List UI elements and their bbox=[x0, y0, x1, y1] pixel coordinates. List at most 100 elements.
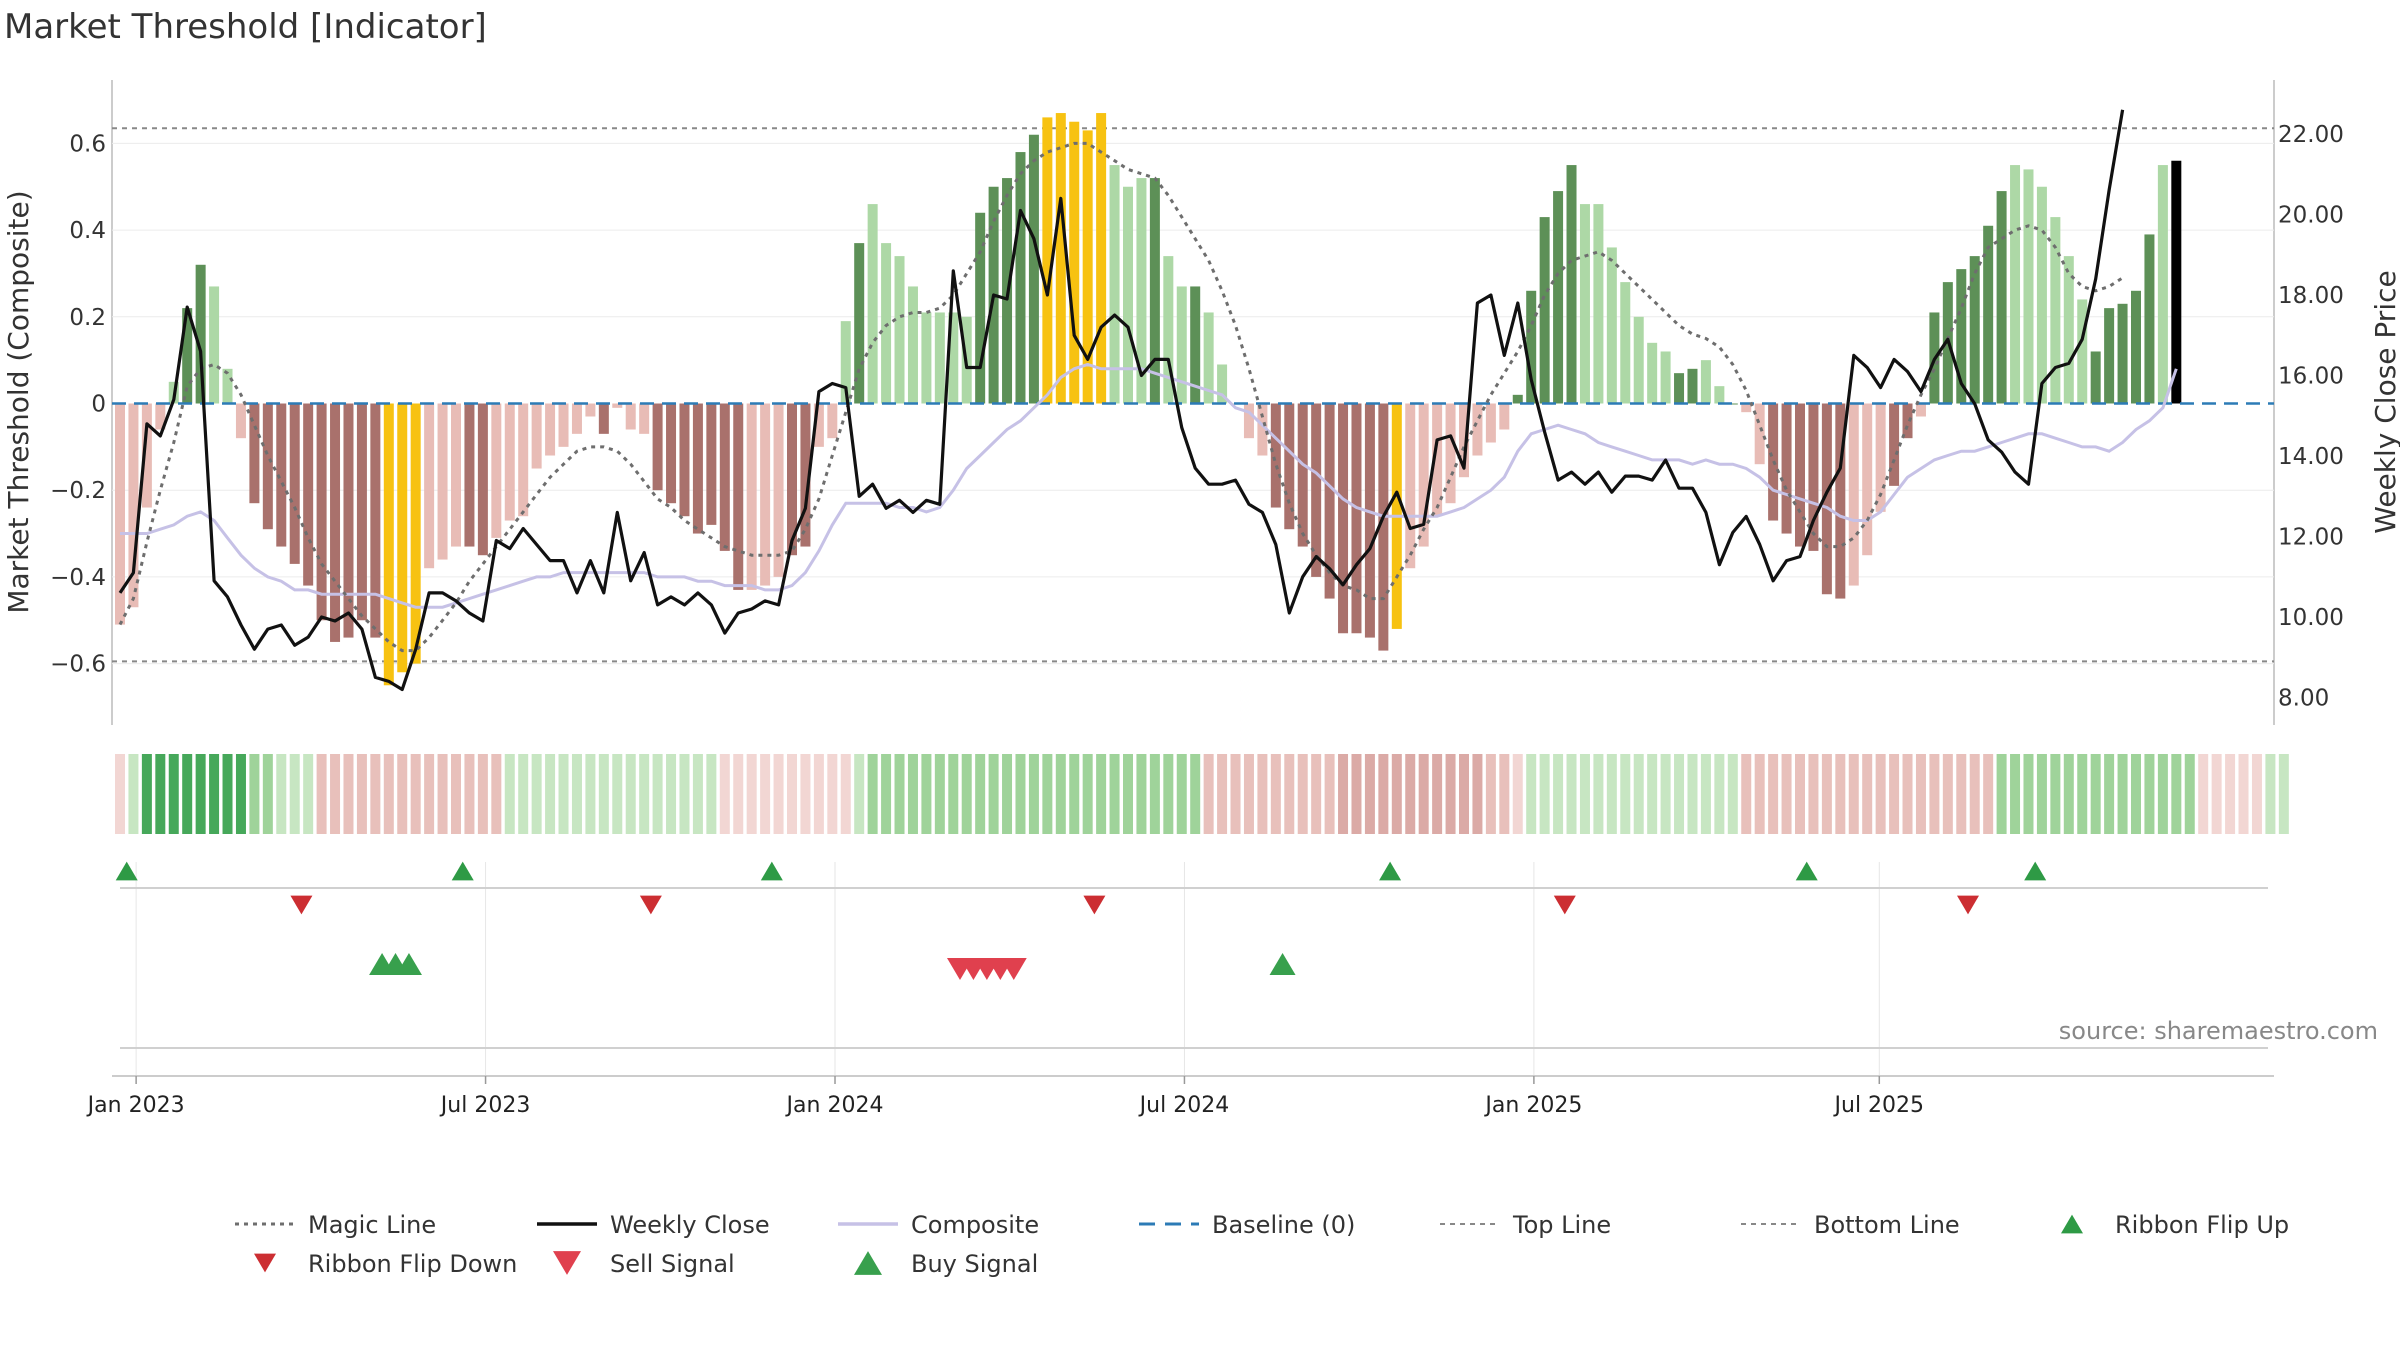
composite-bar bbox=[303, 403, 314, 586]
composite-bar bbox=[222, 368, 233, 404]
ribbon-segment bbox=[1754, 754, 1765, 834]
ribbon-flip-down-marker bbox=[1957, 895, 1979, 915]
composite-bar bbox=[1270, 403, 1281, 508]
composite-bar bbox=[1311, 403, 1322, 577]
ribbon-segment bbox=[343, 754, 354, 834]
composite-bar bbox=[746, 403, 757, 590]
ribbon-segment bbox=[1459, 754, 1469, 834]
ribbon-segment bbox=[2198, 754, 2209, 834]
magic-line bbox=[118, 141, 2124, 653]
ribbon-segment bbox=[625, 754, 636, 834]
legend-label: Weekly Close bbox=[610, 1211, 770, 1239]
composite-bar bbox=[2090, 351, 2101, 404]
left-tick-label: −0.6 bbox=[50, 652, 106, 678]
ribbon-flip-up-marker bbox=[1795, 861, 1818, 881]
ribbon-segment bbox=[1808, 754, 1819, 834]
ribbon-segment bbox=[2251, 754, 2262, 834]
ribbon-segment bbox=[1633, 754, 1644, 834]
ribbon-segment bbox=[249, 754, 260, 834]
ribbon-segment bbox=[1674, 754, 1685, 834]
ribbon-segment bbox=[1942, 754, 1953, 834]
ribbon-segment bbox=[1257, 754, 1268, 834]
ribbon-flip-down-marker bbox=[1553, 895, 1576, 915]
ribbon-flip-up-marker bbox=[760, 861, 783, 881]
ribbon-segment bbox=[2036, 754, 2047, 834]
ribbon-flip-up-marker bbox=[115, 861, 138, 881]
ribbon-segment bbox=[2023, 754, 2034, 834]
ribbon-flip-up-marker bbox=[451, 861, 474, 881]
ribbon-segment bbox=[934, 754, 945, 834]
composite-bar bbox=[800, 403, 811, 547]
ribbon-segment bbox=[1096, 754, 1107, 834]
composite-bar bbox=[1082, 130, 1093, 404]
composite-bar bbox=[2050, 217, 2061, 404]
sell-signal-marker bbox=[1000, 957, 1027, 981]
ribbon-segment bbox=[1969, 754, 1980, 834]
ribbon-segment bbox=[2010, 754, 2021, 834]
ribbon-segment bbox=[1512, 754, 1523, 834]
ribbon-segment bbox=[2077, 754, 2088, 834]
ribbon-segment bbox=[1835, 754, 1846, 834]
composite-bar bbox=[504, 403, 515, 521]
ribbon-segment bbox=[209, 754, 220, 834]
composite-bar bbox=[182, 308, 193, 404]
composite-bar bbox=[2131, 290, 2141, 404]
composite-bars bbox=[115, 113, 2182, 686]
ribbon-segment bbox=[1351, 754, 1362, 834]
ribbon-segment bbox=[2184, 754, 2195, 834]
composite-bar bbox=[262, 403, 273, 530]
ribbon-segment bbox=[397, 754, 408, 834]
composite-bar bbox=[881, 243, 892, 404]
ribbon-segment bbox=[1848, 754, 1859, 834]
ribbon-segment bbox=[961, 754, 972, 834]
ribbon-segment bbox=[1566, 754, 1577, 834]
composite-bar bbox=[1190, 286, 1201, 404]
composite-bar bbox=[558, 403, 569, 447]
x-tick-label: Jan 2023 bbox=[86, 1093, 185, 1118]
right-tick-label: 20.00 bbox=[2278, 203, 2344, 229]
ribbon-segment bbox=[692, 754, 703, 834]
composite-bar bbox=[1795, 403, 1805, 547]
composite-bar bbox=[760, 403, 771, 586]
ribbon-segment bbox=[652, 754, 663, 834]
composite-bar bbox=[1378, 403, 1389, 651]
ribbon-segment bbox=[2050, 754, 2061, 834]
weekly-close-line bbox=[118, 109, 2125, 692]
ribbon-segment bbox=[1109, 754, 1120, 834]
ribbon-segment bbox=[222, 754, 233, 834]
ribbon-segment bbox=[504, 754, 515, 834]
ribbon-segment bbox=[2157, 754, 2168, 834]
composite-bar bbox=[1714, 386, 1725, 404]
composite-bar bbox=[666, 403, 677, 504]
composite-bar bbox=[1862, 403, 1873, 556]
ribbon-segment bbox=[1123, 754, 1133, 834]
ribbon-segment bbox=[1203, 754, 1214, 834]
ribbon-segment bbox=[1176, 754, 1187, 834]
ribbon-segment bbox=[1821, 754, 1832, 834]
composite-bar bbox=[1821, 403, 1832, 595]
composite-bar bbox=[1633, 316, 1644, 404]
x-tick-label: Jul 2025 bbox=[1833, 1093, 1925, 1118]
legend-key-sell bbox=[553, 1251, 581, 1275]
composite-bar bbox=[719, 403, 730, 551]
composite-bar bbox=[1660, 351, 1671, 404]
composite-bar bbox=[2157, 165, 2168, 404]
composite-bar bbox=[370, 403, 381, 638]
composite-bar bbox=[437, 403, 448, 560]
composite-bar bbox=[1956, 269, 1967, 404]
ribbon-segment bbox=[1606, 754, 1617, 834]
composite-bar bbox=[1593, 204, 1604, 404]
ribbon-segment bbox=[1472, 754, 1483, 834]
composite-bar bbox=[545, 403, 556, 456]
composite-bar bbox=[531, 403, 542, 469]
buy-signal-marker bbox=[1269, 952, 1296, 976]
composite-bar bbox=[975, 212, 986, 404]
ribbon-segment bbox=[585, 754, 596, 834]
ribbon-segment bbox=[571, 754, 582, 834]
composite-bar bbox=[209, 286, 220, 404]
ribbon-segment bbox=[356, 754, 367, 834]
composite-bar bbox=[948, 312, 959, 404]
ribbon-segment bbox=[1391, 754, 1402, 834]
composite-bar bbox=[1109, 165, 1120, 404]
